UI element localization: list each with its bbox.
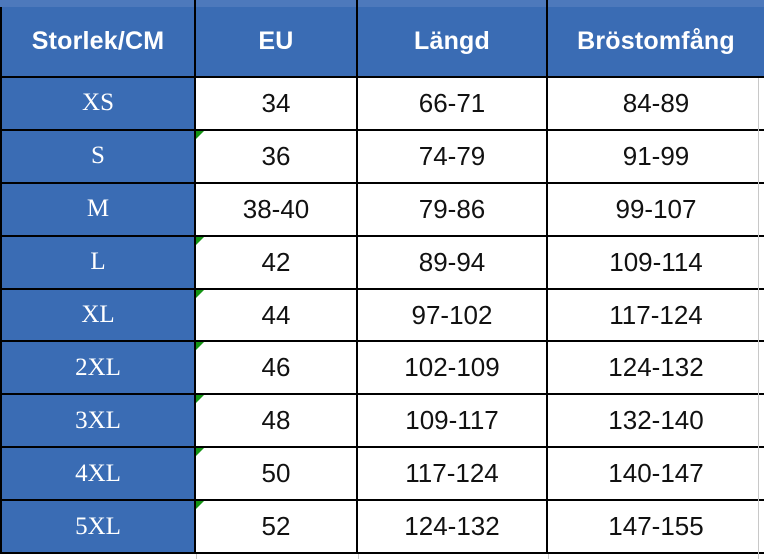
- gridline: [356, 0, 358, 7]
- eu-value: 44: [196, 289, 358, 343]
- langd-value: 124-132: [358, 501, 548, 555]
- eu-value: 46: [196, 342, 358, 396]
- cell-text: 52: [261, 511, 291, 542]
- size-label: XS: [0, 78, 196, 131]
- size-label: M: [0, 183, 196, 237]
- table-row: 4XL 50 117-124 140-147: [0, 448, 764, 502]
- size-table: Storlek/CM EU Längd Bröstomfång XS 34 66…: [0, 7, 764, 555]
- gridline: [358, 554, 359, 559]
- cell-text: 36: [261, 140, 291, 171]
- header-row: Storlek/CM EU Längd Bröstomfång: [0, 7, 764, 78]
- gridline: [546, 0, 548, 7]
- brost-value: 91-99: [548, 130, 764, 184]
- table-row: XL 44 97-102 117-124: [0, 289, 764, 343]
- langd-value: 66-71: [358, 78, 548, 131]
- cell-text: 48: [261, 405, 291, 436]
- eu-value: 38-40: [196, 183, 358, 237]
- eu-value: 34: [196, 78, 358, 131]
- table-row: 5XL 52 124-132 147-155: [0, 501, 764, 555]
- cell-text: 44: [261, 299, 291, 330]
- table-row: 2XL 46 102-109 124-132: [0, 342, 764, 396]
- cell-text: 38-40: [242, 193, 310, 224]
- langd-value: 117-124: [358, 448, 548, 502]
- cell-text: 34: [261, 87, 291, 118]
- table-row: S 36 74-79 91-99: [0, 130, 764, 184]
- header-langd: Längd: [358, 7, 548, 78]
- header-eu: EU: [196, 7, 358, 78]
- gridline: [548, 554, 549, 559]
- table-row: XS 34 66-71 84-89: [0, 78, 764, 131]
- green-corner-marker-icon: [196, 448, 204, 457]
- green-corner-marker-icon: [196, 395, 204, 404]
- green-corner-marker-icon: [196, 342, 204, 351]
- langd-value: 74-79: [358, 130, 548, 184]
- table-row: L 42 89-94 109-114: [0, 236, 764, 290]
- size-label: XL: [0, 289, 196, 343]
- gridline: [196, 554, 197, 559]
- green-corner-marker-icon: [196, 289, 204, 298]
- size-label: S: [0, 130, 196, 184]
- langd-value: 102-109: [358, 342, 548, 396]
- langd-value: 109-117: [358, 395, 548, 449]
- cropped-row-top: [0, 0, 764, 7]
- gridline: [194, 0, 196, 7]
- langd-value: 97-102: [358, 289, 548, 343]
- brost-value: 84-89: [548, 78, 764, 131]
- header-brostomfang: Bröstomfång: [548, 7, 764, 78]
- brost-value: 124-132: [548, 342, 764, 396]
- green-corner-marker-icon: [196, 236, 204, 245]
- eu-value: 50: [196, 448, 358, 502]
- brost-value: 117-124: [548, 289, 764, 343]
- eu-value: 52: [196, 501, 358, 555]
- header-storlek: Storlek/CM: [0, 7, 196, 78]
- brost-value: 147-155: [548, 501, 764, 555]
- table-row: 3XL 48 109-117 132-140: [0, 395, 764, 449]
- langd-value: 79-86: [358, 183, 548, 237]
- size-label: 2XL: [0, 342, 196, 396]
- size-label: 5XL: [0, 501, 196, 555]
- table-row: M 38-40 79-86 99-107: [0, 183, 764, 237]
- cell-text: 50: [261, 458, 291, 489]
- brost-value: 99-107: [548, 183, 764, 237]
- green-corner-marker-icon: [196, 501, 204, 510]
- cell-text: 46: [261, 352, 291, 383]
- size-label: 3XL: [0, 395, 196, 449]
- brost-value: 109-114: [548, 236, 764, 290]
- eu-value: 36: [196, 130, 358, 184]
- cell-text: 42: [261, 246, 291, 277]
- gridline: [758, 554, 759, 559]
- brost-value: 140-147: [548, 448, 764, 502]
- green-corner-marker-icon: [196, 130, 204, 139]
- langd-value: 89-94: [358, 236, 548, 290]
- eu-value: 42: [196, 236, 358, 290]
- cropped-row-bottom: [0, 554, 764, 559]
- size-label: 4XL: [0, 448, 196, 502]
- brost-value: 132-140: [548, 395, 764, 449]
- size-label: L: [0, 236, 196, 290]
- eu-value: 48: [196, 395, 358, 449]
